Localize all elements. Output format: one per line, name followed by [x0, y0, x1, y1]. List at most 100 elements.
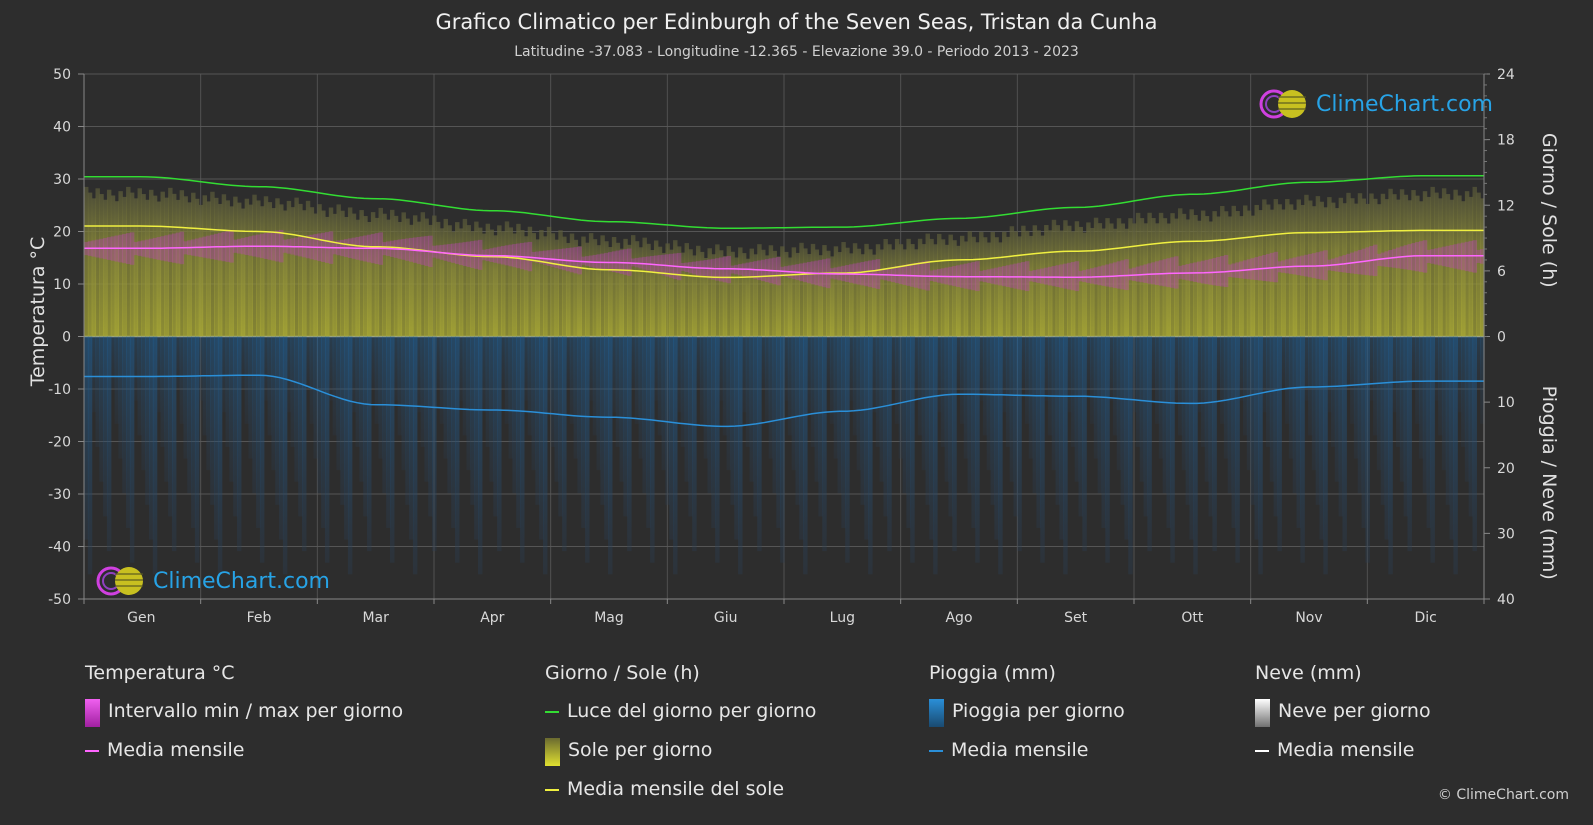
temp-range-day-bar: [604, 252, 609, 271]
rain-day-bar: [1338, 336, 1344, 517]
rain-day-bar: [806, 336, 812, 413]
rain-day-bar: [290, 336, 295, 447]
sunshine-day-bar: [940, 239, 946, 337]
rain-day-bar: [1243, 336, 1248, 436]
rain-day-bar: [998, 336, 1003, 575]
sunshine-day-bar: [1323, 207, 1328, 337]
temp-range-day-bar: [1005, 265, 1011, 288]
rain-day-bar: [229, 336, 234, 482]
rain-day-bar: [500, 336, 506, 389]
sunshine-day-bar: [948, 234, 953, 337]
temp-range-day-bar: [1063, 263, 1068, 289]
rain-day-bar: [1013, 336, 1018, 517]
rain-day-bar: [87, 336, 93, 575]
rain-day-bar: [1047, 336, 1053, 436]
rain-day-bar: [286, 336, 292, 413]
left-tick-label: 0: [62, 330, 71, 346]
rain-day-bar: [608, 336, 613, 575]
rain-day-bar: [152, 336, 158, 575]
sunshine-day-bar: [1013, 231, 1018, 337]
sunshine-day-bar: [791, 247, 797, 337]
sunshine-day-bar: [979, 231, 984, 337]
rain-day-bar: [726, 336, 732, 471]
sunshine-day-bar: [784, 251, 789, 337]
rain-day-bar: [237, 336, 242, 552]
sunshine-day-bar: [1373, 198, 1378, 337]
snow-swatch: [1255, 699, 1270, 727]
rain-day-bar: [275, 336, 280, 505]
rain-day-bar: [282, 336, 288, 575]
sunshine-day-bar: [1120, 223, 1126, 337]
sunshine-day-bar: [1434, 192, 1439, 337]
rain-day-bar: [623, 336, 628, 517]
temp-range-day-bar: [1082, 270, 1087, 283]
rain-day-bar: [1281, 336, 1286, 389]
sunshine-day-bar: [470, 231, 475, 337]
sunshine-day-bar: [221, 194, 227, 337]
sunshine-day-bar: [933, 244, 938, 337]
rain-day-bar: [1059, 336, 1064, 540]
sunshine-day-bar: [868, 249, 873, 337]
rain-day-bar: [1304, 336, 1309, 401]
rain-day-bar: [699, 336, 705, 424]
sunshine-day-bar: [1124, 228, 1129, 337]
rain-day-bar: [443, 336, 448, 459]
sunshine-day-bar: [1464, 191, 1470, 337]
temp-range-day-bar: [1162, 259, 1168, 287]
sunshine-day-bar: [1438, 198, 1443, 337]
rain-day-bar: [1051, 336, 1057, 471]
rain-day-bar: [187, 336, 192, 494]
rain-day-bar: [1155, 336, 1160, 424]
rain-day-bar: [367, 336, 372, 552]
sunshine-day-bar: [1392, 194, 1397, 337]
sunshine-day-bar: [1204, 216, 1210, 337]
sunshine-day-bar: [1468, 196, 1474, 337]
sunshine-day-bar: [363, 216, 368, 337]
sunshine-day-bar: [1170, 213, 1175, 337]
rain-day-bar: [451, 336, 456, 528]
sunshine-day-bar: [106, 189, 112, 337]
rain-day-bar: [611, 336, 617, 413]
sunshine-day-bar: [451, 231, 456, 337]
sunshine-day-bar: [952, 240, 957, 337]
sunshine-day-bar: [367, 221, 372, 337]
rain-day-bar: [1223, 336, 1229, 459]
rain-day-bar: [982, 336, 988, 436]
sunshine-day-bar: [202, 195, 208, 337]
sunshine-day-bar: [711, 254, 716, 337]
chart-title: Grafico Climatico per Edinburgh of the S…: [435, 10, 1158, 34]
rain-day-bar: [952, 336, 957, 552]
rain-day-bar: [1334, 336, 1340, 482]
rain-day-bar: [1441, 336, 1447, 471]
sunshine-day-bar: [145, 199, 150, 337]
sunshine-day-bar: [1158, 212, 1164, 337]
rain-day-bar: [630, 336, 636, 389]
legend-rain-daily: Pioggia per giorno: [929, 699, 1125, 739]
sunshine-day-bar: [554, 239, 559, 337]
month-label: Dic: [1414, 610, 1436, 626]
rain-day-bar: [1231, 336, 1236, 528]
left-tick-label: 10: [53, 277, 71, 293]
sunshine-day-bar: [416, 221, 422, 337]
rain-day-bar: [137, 336, 142, 436]
rain-day-bar: [711, 336, 716, 528]
temp-range-day-bar: [1017, 262, 1022, 290]
rain-day-bar: [378, 336, 383, 459]
rain-day-bar: [1189, 336, 1194, 540]
rain-day-bar: [1078, 336, 1083, 517]
rain-day-bar: [910, 336, 915, 563]
sunshine-day-bar: [764, 255, 770, 337]
rain-day-bar: [1143, 336, 1148, 517]
sunshine-day-bar: [1296, 199, 1301, 337]
sunshine-day-bar: [577, 246, 582, 337]
rain-day-bar: [661, 336, 667, 471]
rain-day-bar: [703, 336, 709, 459]
sunshine-day-bar: [1353, 203, 1359, 337]
sunshine-day-bar: [497, 225, 502, 337]
rain-day-bar: [1357, 336, 1363, 494]
sunshine-day-bar: [240, 208, 246, 337]
axes: 50 40 30 20 10 0 -10 -20 -30 -40 -50 24 18 12 6 0 10 20 30…: [27, 67, 1560, 626]
rain-day-bar: [871, 336, 877, 413]
rain-swatch: [929, 699, 944, 727]
sunshine-day-bar: [1109, 223, 1114, 337]
